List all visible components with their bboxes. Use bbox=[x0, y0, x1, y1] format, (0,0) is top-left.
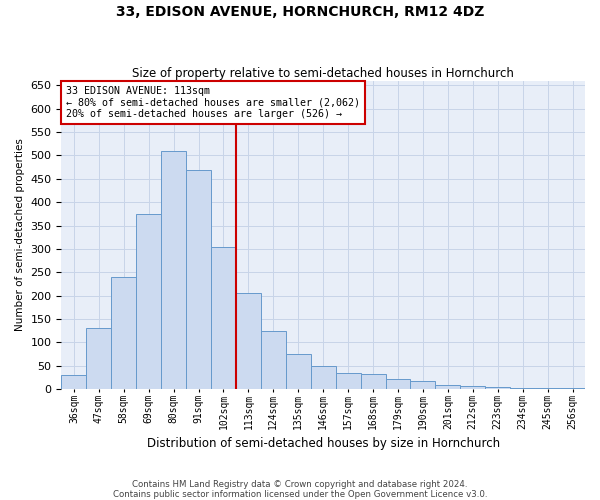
Title: Size of property relative to semi-detached houses in Hornchurch: Size of property relative to semi-detach… bbox=[132, 66, 514, 80]
Bar bbox=[361, 374, 386, 389]
Bar bbox=[510, 388, 535, 389]
Bar bbox=[286, 354, 311, 389]
Bar bbox=[410, 381, 436, 389]
Bar bbox=[335, 373, 361, 389]
Bar bbox=[436, 384, 460, 389]
Text: 33 EDISON AVENUE: 113sqm
← 80% of semi-detached houses are smaller (2,062)
20% o: 33 EDISON AVENUE: 113sqm ← 80% of semi-d… bbox=[67, 86, 361, 120]
Bar bbox=[236, 294, 261, 389]
X-axis label: Distribution of semi-detached houses by size in Hornchurch: Distribution of semi-detached houses by … bbox=[146, 437, 500, 450]
Text: Contains HM Land Registry data © Crown copyright and database right 2024.
Contai: Contains HM Land Registry data © Crown c… bbox=[113, 480, 487, 499]
Bar bbox=[61, 375, 86, 389]
Bar bbox=[485, 387, 510, 389]
Bar bbox=[136, 214, 161, 389]
Bar bbox=[186, 170, 211, 389]
Bar bbox=[261, 331, 286, 389]
Bar bbox=[211, 246, 236, 389]
Bar bbox=[386, 379, 410, 389]
Bar bbox=[560, 388, 585, 389]
Bar bbox=[311, 366, 335, 389]
Bar bbox=[111, 277, 136, 389]
Bar bbox=[535, 388, 560, 389]
Bar bbox=[161, 151, 186, 389]
Bar bbox=[86, 328, 111, 389]
Bar bbox=[460, 386, 485, 389]
Text: 33, EDISON AVENUE, HORNCHURCH, RM12 4DZ: 33, EDISON AVENUE, HORNCHURCH, RM12 4DZ bbox=[116, 5, 484, 19]
Y-axis label: Number of semi-detached properties: Number of semi-detached properties bbox=[15, 138, 25, 332]
